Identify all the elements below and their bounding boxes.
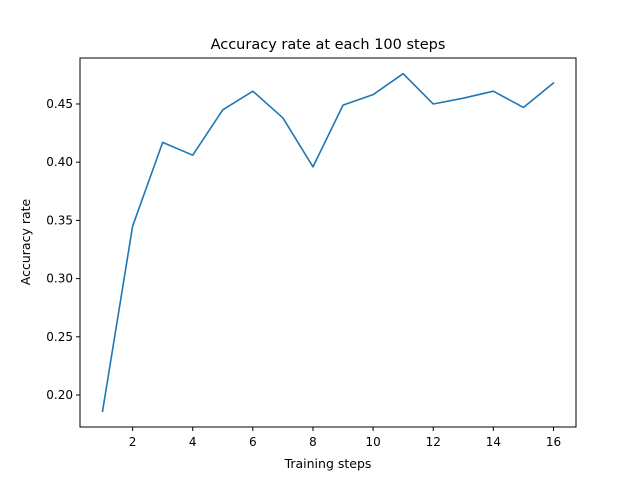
y-tick-label: 0.20 [46, 388, 73, 402]
x-tick-label: 16 [546, 435, 561, 449]
chart-title: Accuracy rate at each 100 steps [211, 37, 446, 53]
x-tick-label: 10 [365, 435, 380, 449]
y-axis: 0.20 0.25 0.30 0.35 0.40 0.45 [46, 97, 80, 402]
x-tick-label: 6 [249, 435, 257, 449]
y-tick-label: 0.30 [46, 272, 73, 286]
x-axis-label: Training steps [284, 456, 372, 471]
y-axis-label: Accuracy rate [18, 198, 33, 285]
y-tick-label: 0.25 [46, 330, 73, 344]
x-tick-label: 2 [129, 435, 137, 449]
x-tick-label: 8 [309, 435, 317, 449]
y-tick-label: 0.45 [46, 97, 73, 111]
x-axis: 2 4 6 8 10 12 14 16 [129, 427, 561, 449]
plot-frame [79, 57, 577, 428]
series-line [101, 72, 555, 413]
y-tick-label: 0.35 [46, 213, 73, 227]
x-tick-label: 12 [426, 435, 441, 449]
plot-area [101, 72, 555, 413]
y-tick-label: 0.40 [46, 155, 73, 169]
x-tick-label: 4 [189, 435, 197, 449]
x-tick-label: 14 [486, 435, 501, 449]
